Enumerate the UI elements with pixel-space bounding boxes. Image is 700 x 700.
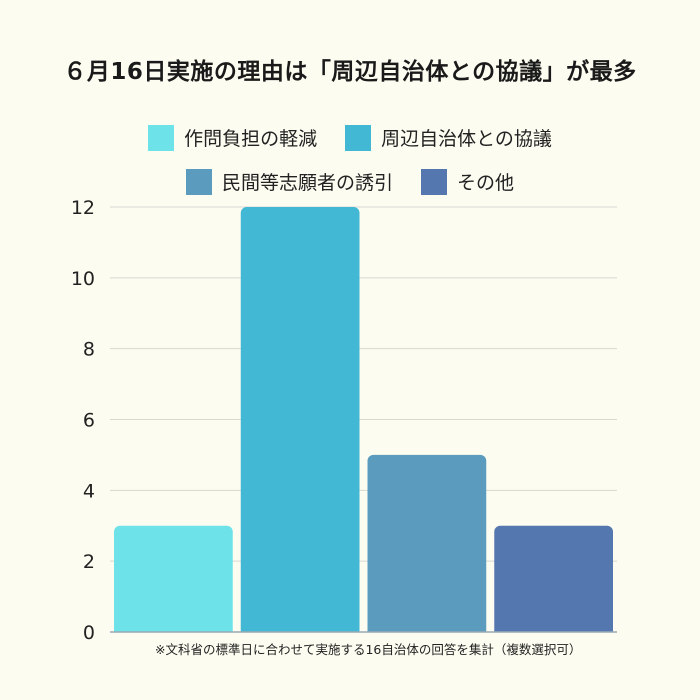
legend-label: 作問負担の軽減 xyxy=(184,128,318,150)
gridlines xyxy=(110,206,617,562)
y-axis: 0 2 4 6 8 10 12 xyxy=(71,197,95,644)
chart-title: ６月16日実施の理由は「周辺自治体との協議」が最多 xyxy=(63,59,637,85)
legend-row-2: 民間等志願者の誘引 その他 xyxy=(0,168,700,195)
y-tick-label: 8 xyxy=(83,339,95,361)
legend-row-1: 作問負担の軽減 周辺自治体との協議 xyxy=(0,124,700,151)
y-tick-label: 12 xyxy=(71,197,95,219)
legend-label: 周辺自治体との協議 xyxy=(381,128,552,150)
y-tick-label: 10 xyxy=(71,268,95,290)
bar xyxy=(114,525,233,638)
legend-label: その他 xyxy=(457,172,515,194)
bar xyxy=(367,454,487,638)
legend-item: その他 xyxy=(421,168,514,195)
y-tick-label: 2 xyxy=(83,551,95,573)
legend-item: 民間等志願者の誘引 xyxy=(185,168,393,195)
legend-item: 作問負担の軽減 xyxy=(148,124,317,151)
legend-item: 周辺自治体との協議 xyxy=(345,124,552,151)
legend-swatch xyxy=(345,124,372,151)
y-tick-label: 4 xyxy=(83,480,95,502)
bar xyxy=(240,207,360,638)
y-tick-label: 6 xyxy=(83,410,95,432)
legend-swatch xyxy=(185,168,212,195)
legend-swatch xyxy=(148,124,175,151)
legend-label: 民間等志願者の誘引 xyxy=(221,172,393,194)
footnote: ※文科省の標準日に合わせて実施する16自治体の回答を集計（複数選択可） xyxy=(155,642,582,657)
legend-swatch xyxy=(421,168,447,195)
y-tick-label: 0 xyxy=(83,622,95,644)
bar xyxy=(494,525,613,638)
baseline-mask xyxy=(108,632,619,639)
bars xyxy=(108,207,619,639)
